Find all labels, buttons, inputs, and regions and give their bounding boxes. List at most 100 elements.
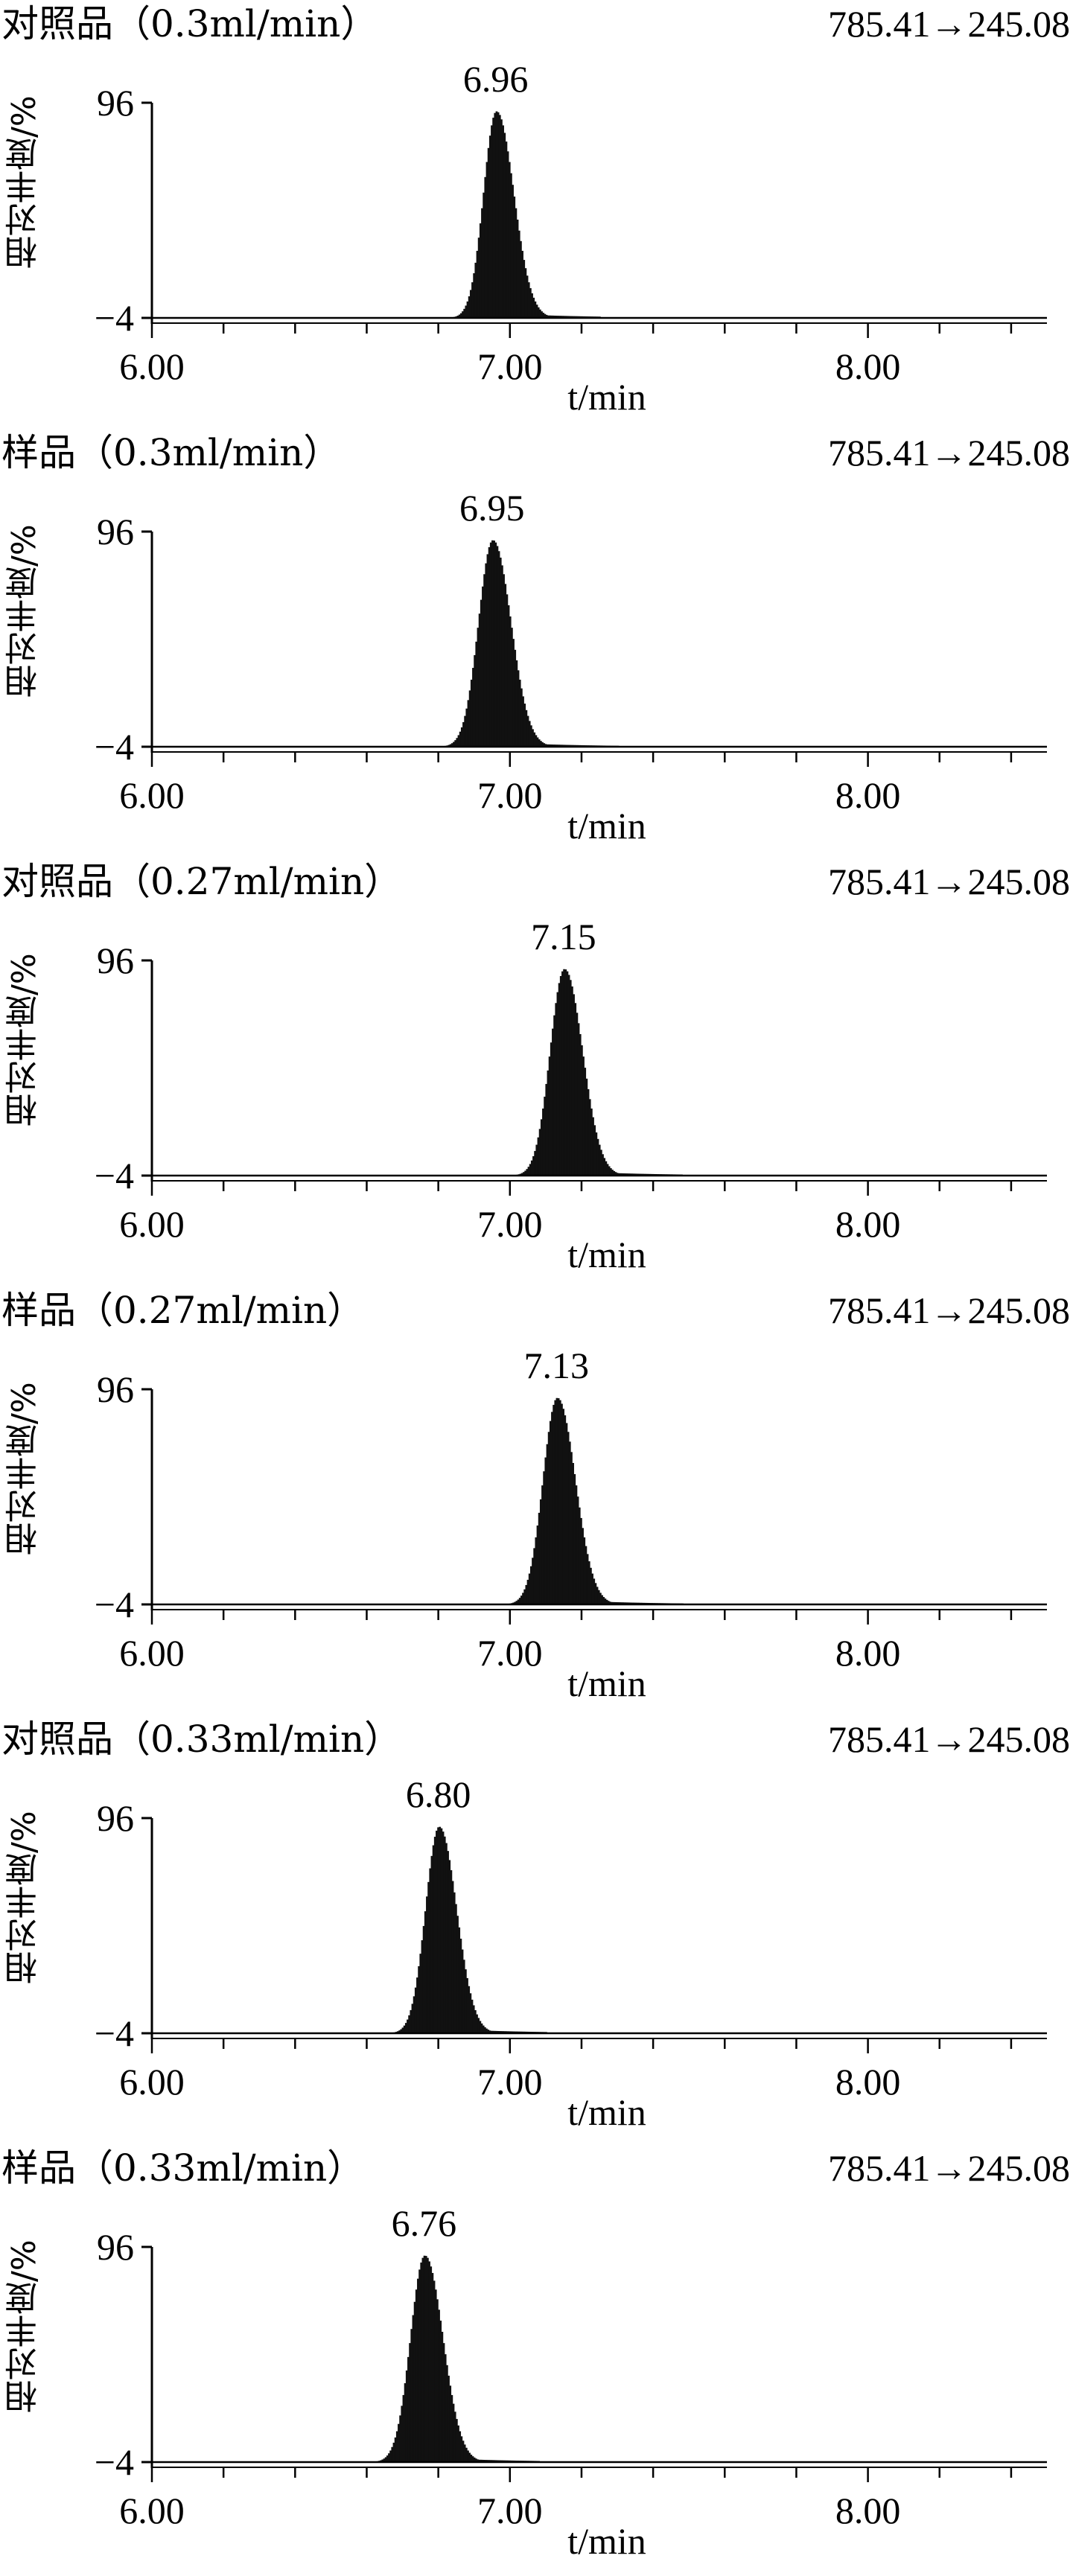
peak-bar <box>498 2031 501 2033</box>
peak-bar <box>551 745 553 747</box>
peak-bar <box>471 1999 474 2033</box>
peak-bar <box>426 1896 428 2033</box>
peak-bar <box>438 2309 440 2462</box>
peak-bar <box>554 1400 557 1604</box>
peak-bar <box>448 2375 450 2462</box>
peak-bar <box>594 1583 597 1604</box>
peak-bar <box>477 2459 479 2462</box>
peak-bar <box>508 162 511 318</box>
peak-bar <box>529 288 532 318</box>
peak-bar <box>484 2460 487 2462</box>
peak-bar <box>515 1601 518 1604</box>
peak-bar <box>474 2010 477 2033</box>
peak-bar <box>457 735 460 747</box>
peak-bar <box>538 1512 541 1604</box>
peak-bar <box>590 1567 592 1604</box>
axis-layer <box>141 1817 1047 2053</box>
peak-bar <box>585 1546 588 1604</box>
peak-bar <box>424 1911 427 2033</box>
y-tick-label: 96 <box>97 1368 134 1410</box>
chromatogram-plot: 6.00 7.00 8.00 96 −4 t/min 6.80 <box>95 1773 1047 2133</box>
peak-bar <box>479 2021 482 2033</box>
peak-bar <box>486 2460 488 2462</box>
peak-bar <box>441 2332 444 2462</box>
peak-bar <box>547 1432 550 1604</box>
mrm-transition-label: 785.41→245.08 <box>828 1718 1070 1760</box>
y-tick-label: −4 <box>95 726 134 768</box>
peak-bar <box>421 1940 424 2033</box>
peak-bar <box>627 1173 630 1176</box>
peak-bar <box>434 2289 437 2462</box>
peak-bar <box>453 1892 456 2033</box>
x-tick-label: 7.00 <box>477 1203 543 1245</box>
peak-bar <box>423 2255 426 2462</box>
x-tick-label: 7.00 <box>477 345 543 387</box>
peak-bar <box>490 2030 493 2033</box>
peak-bar <box>492 118 494 318</box>
peak-bar <box>463 2444 466 2462</box>
peak-bar <box>381 2459 384 2462</box>
peak-bar <box>634 1173 637 1176</box>
peak-bar <box>591 1573 593 1604</box>
peak-bar <box>477 628 480 747</box>
x-tick-label: 6.00 <box>119 2061 185 2102</box>
peak-bar <box>555 316 558 318</box>
peak-bar <box>538 739 541 747</box>
peak-bar <box>462 311 464 318</box>
peak-bar <box>433 1837 436 2033</box>
y-tick-label: −4 <box>95 2441 134 2483</box>
peak-bar <box>535 1537 538 1604</box>
peak-bar <box>457 2425 459 2462</box>
peak-bar <box>470 2455 473 2462</box>
peak-bar <box>515 208 518 318</box>
peak-bar <box>558 1400 561 1604</box>
peak-bar <box>520 240 522 318</box>
peak-bar <box>602 1154 604 1176</box>
peak-bar <box>596 1587 599 1604</box>
mrm-transition-label: 785.41→245.08 <box>828 2147 1070 2189</box>
peak-bar <box>576 1496 579 1604</box>
peak-bar <box>618 1602 621 1604</box>
peak-layer <box>443 540 620 747</box>
peak-bar <box>388 2453 390 2462</box>
peak-bar <box>613 1170 616 1176</box>
peak-bar <box>522 696 524 747</box>
chromatogram-plot: 6.00 7.00 8.00 96 −4 t/min 7.15 <box>95 916 1047 1275</box>
peak-bar <box>598 1144 601 1176</box>
peak-bar <box>448 1860 451 2033</box>
peak-bar <box>518 230 520 318</box>
peak-bar <box>450 1869 453 2033</box>
peak-bar <box>509 2031 512 2033</box>
peak-bar <box>539 741 542 747</box>
peak-bar <box>541 742 544 747</box>
peak-bar <box>605 1161 608 1176</box>
peak-bar <box>546 1444 549 1604</box>
peak-bar <box>628 1602 631 1604</box>
peak-bar <box>544 313 547 318</box>
text-layer: 6.00 7.00 8.00 96 −4 t/min 6.95 <box>95 487 901 847</box>
peak-bar <box>530 1160 533 1176</box>
peak-bar <box>419 1954 422 2033</box>
peak-bar <box>416 1977 418 2033</box>
peak-bar <box>582 1056 585 1176</box>
peak-bar <box>623 1602 626 1604</box>
peak-bar <box>489 542 492 747</box>
peak-bar <box>465 305 468 318</box>
peak-bar <box>439 1826 442 2033</box>
peak-bar <box>541 1485 544 1604</box>
peak-bar <box>628 1173 631 1176</box>
y-axis-label: 相对丰度/% <box>5 524 43 698</box>
peak-bar <box>497 2030 500 2033</box>
peak-bar <box>608 1601 611 1604</box>
x-axis-label: t/min <box>567 2520 646 2562</box>
peak-bar <box>603 1158 606 1176</box>
mrm-transition-label: 785.41→245.08 <box>828 3 1070 45</box>
peak-bar <box>408 2015 411 2033</box>
peak-bar <box>395 2431 398 2462</box>
peak-bar <box>503 2031 506 2033</box>
peak-bar <box>455 1904 457 2033</box>
peak-bar <box>472 668 474 747</box>
peak-bar <box>507 605 510 747</box>
peak-bar <box>555 1003 558 1176</box>
peak-bar <box>523 1589 526 1604</box>
